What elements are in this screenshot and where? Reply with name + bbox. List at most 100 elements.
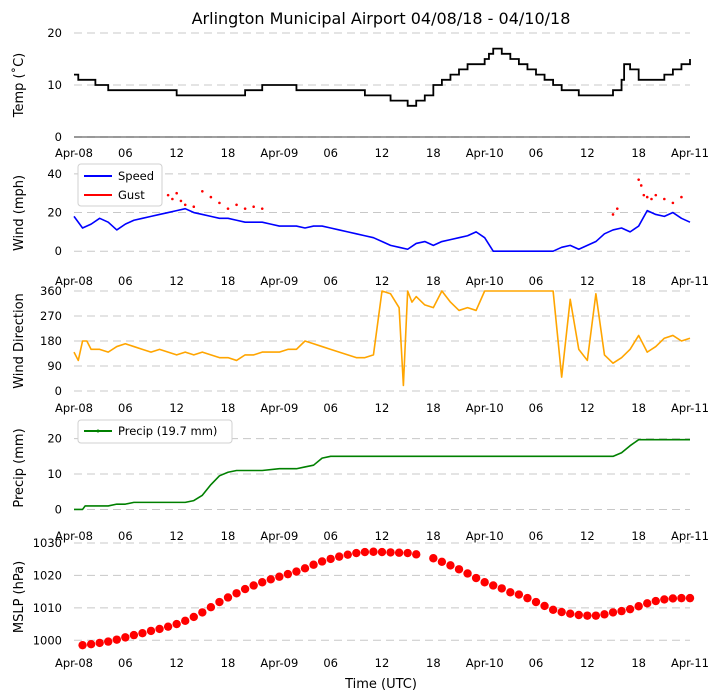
mslp-mslp-point	[232, 589, 241, 598]
precip-y-tick-label: 0	[55, 502, 62, 516]
mslp-x-tick-label: 18	[221, 656, 236, 670]
mslp-x-tick-label: Apr-11	[671, 656, 709, 670]
mslp-mslp-point	[292, 567, 301, 576]
dir-y-label: Wind Direction	[12, 293, 27, 389]
mslp-mslp-point	[471, 573, 481, 583]
precip-x-tick-label: 18	[631, 529, 646, 543]
panel-mslp: 1000 1010 1020 1030 Apr-08 06 12 18 Apr-09 06 12 1…	[12, 536, 709, 670]
precip-x-tick-label: Apr-08	[55, 529, 93, 543]
mslp-mslp-point	[121, 633, 130, 642]
wind-gust-point	[642, 193, 646, 197]
mslp-mslp-point	[223, 593, 233, 602]
mslp-mslp-point	[198, 608, 207, 617]
mslp-mslp-point	[386, 548, 395, 557]
mslp-mslp-point	[266, 575, 275, 584]
wind-gust-point	[650, 197, 653, 201]
legend-gust-label: Gust	[118, 188, 145, 202]
wind-gust-point	[201, 189, 204, 193]
dir-gridlines	[74, 290, 690, 392]
panel-temp: 0 10 20 Apr-08 06 12 18 Apr-09 06 12 18 Apr-10 06 12…	[11, 26, 709, 160]
precip-x-tick-label: 12	[375, 529, 390, 543]
wind-gridlines	[74, 173, 690, 252]
x-axis-label: Time (UTC)	[344, 677, 417, 692]
mslp-mslp-point	[300, 564, 310, 573]
mslp-mslp-point	[249, 581, 258, 590]
mslp-x-tick-label: 06	[118, 656, 133, 670]
wind-gust-point	[654, 193, 658, 197]
precip-x-ticks: Apr-08 06 12 18 Apr-09 06 12 18 Apr-10 06 12 18 Apr-…	[55, 529, 709, 543]
wind-x-tick-label: 12	[375, 274, 390, 288]
temp-marks	[74, 47, 691, 107]
mslp-mslp-point	[394, 548, 404, 557]
mslp-x-tick-label: 12	[169, 656, 184, 670]
precip-x-tick-label: 06	[529, 529, 544, 543]
mslp-mslp-point	[138, 628, 147, 638]
mslp-mslp-point	[660, 595, 669, 604]
precip-y-ticks: 0 10 20	[47, 432, 62, 517]
temp-x-tick-label: 06	[529, 146, 544, 160]
mslp-mslp-point	[480, 578, 489, 587]
wind-x-tick-label: 18	[426, 274, 441, 288]
mslp-mslp-point	[360, 547, 370, 557]
temp-x-tick-label: 12	[169, 146, 184, 160]
mslp-y-tick-label: 1030	[33, 536, 62, 550]
wind-x-tick-label: 06	[529, 274, 544, 288]
temp-x-tick-label: 18	[221, 146, 236, 160]
mslp-mslp-point	[317, 557, 327, 566]
mslp-mslp-point	[129, 630, 139, 640]
mslp-x-tick-label: 12	[580, 656, 595, 670]
temp-x-ticks: Apr-08 06 12 18 Apr-09 06 12 18 Apr-10 06 12 18 Apr-…	[55, 146, 709, 160]
precip-x-tick-label: 12	[580, 529, 595, 543]
dir-y-tick-label: 360	[40, 284, 62, 298]
mslp-mslp-point	[497, 584, 506, 593]
dir-y-tick-label: 270	[40, 309, 62, 323]
precip-x-tick-label: Apr-09	[260, 529, 298, 543]
wind-gust-point	[615, 207, 619, 210]
mslp-mslp-point	[429, 554, 438, 563]
dir-x-tick-label: 06	[118, 401, 133, 415]
mslp-mslp-point	[677, 593, 686, 603]
mslp-mslp-point	[531, 597, 541, 607]
mslp-mslp-point	[104, 637, 113, 646]
temp-gridlines	[74, 32, 690, 138]
dir-y-tick-label: 0	[55, 384, 62, 398]
precip-precip-line	[74, 438, 690, 511]
mslp-mslp-point	[600, 610, 609, 619]
temp-y-ticks: 0 10 20	[47, 26, 62, 144]
mslp-x-tick-label: 12	[375, 656, 390, 670]
wind-gust-point	[166, 193, 170, 197]
mslp-mslp-point	[403, 548, 412, 558]
mslp-y-tick-label: 1010	[33, 601, 62, 615]
mslp-mslp-point	[352, 548, 361, 558]
temp-y-tick-label: 10	[47, 78, 62, 92]
dir-y-ticks: 0 90 180 270 360	[40, 284, 62, 398]
panel-precip: 0 10 20 Apr-08 06 12 18 Apr-09 06 12 18 Apr-10 06 12…	[12, 419, 709, 543]
wind-gust-point	[235, 203, 238, 207]
wind-x-tick-label: Apr-08	[55, 274, 93, 288]
mslp-mslp-point	[326, 554, 335, 564]
mslp-mslp-point	[163, 622, 173, 631]
mslp-mslp-point	[172, 619, 181, 629]
mslp-mslp-point	[557, 607, 566, 617]
mslp-y-tick-label: 1000	[33, 633, 62, 647]
temp-x-tick-label: Apr-10	[466, 146, 504, 160]
mslp-gridlines	[74, 542, 690, 641]
precip-legend: Precip (19.7 mm)	[77, 419, 233, 444]
wind-gust-point	[671, 201, 675, 205]
dir-x-tick-label: 18	[221, 401, 236, 415]
wind-gust-point	[226, 207, 230, 210]
precip-gridlines	[74, 438, 690, 510]
mslp-mslp-point	[668, 594, 678, 603]
dir-y-tick-label: 180	[40, 334, 62, 348]
mslp-mslp-point	[446, 561, 455, 570]
wind-gust-point	[175, 191, 178, 195]
mslp-mslp-point	[625, 604, 635, 614]
mslp-mslp-point	[566, 609, 575, 618]
mslp-x-tick-label: 06	[529, 656, 544, 670]
mslp-mslp-point	[412, 550, 421, 559]
wind-marks	[73, 178, 691, 252]
wind-speed-line	[73, 207, 691, 252]
mslp-mslp-point	[240, 584, 250, 594]
mslp-mslp-point	[489, 581, 498, 590]
wind-gust-point	[209, 195, 213, 199]
